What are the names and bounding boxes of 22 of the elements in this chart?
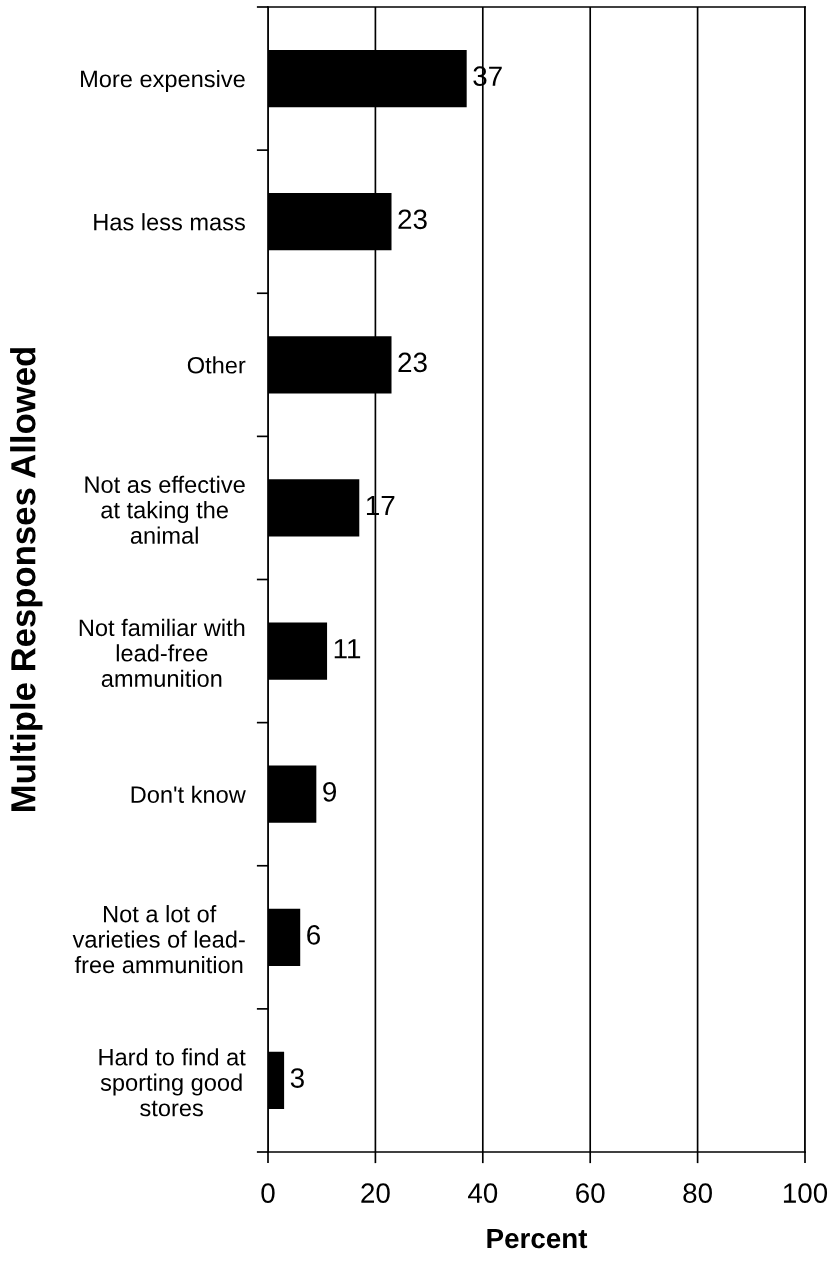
x-tick-label: 80 — [683, 1183, 712, 1203]
y-tick-label: Not as effective at taking the animal — [85, 475, 245, 544]
data-label: 3 — [290, 1068, 304, 1088]
y-tick-label: Hard to find at sporting good stores — [99, 1048, 246, 1117]
y-tick-label: Not familiar with lead-free ammunition — [79, 618, 245, 687]
x-tick-label: 40 — [467, 1183, 498, 1203]
data-label: 23 — [398, 209, 427, 230]
data-label: 9 — [323, 781, 337, 802]
y-tick-label: More expensive — [81, 70, 245, 93]
x-tick-label: 20 — [361, 1183, 390, 1203]
y-axis-title: Multiple Responses Allowed — [10, 348, 43, 811]
x-axis-title: Percent — [487, 1228, 588, 1249]
x-tick-label: 100 — [783, 1183, 828, 1203]
y-tick-label: Not a lot of varieties of lead- free ammunition — [72, 905, 245, 974]
data-label: 11 — [334, 639, 361, 659]
y-tick-label: Don't know — [131, 785, 246, 803]
data-label: 23 — [398, 352, 427, 373]
y-tick-label: Has less mass — [94, 213, 245, 231]
x-tick-label: 0 — [261, 1183, 275, 1203]
x-tick-label: 60 — [576, 1183, 605, 1203]
y-tick-label: Other — [187, 356, 246, 374]
data-label: 6 — [307, 925, 320, 945]
